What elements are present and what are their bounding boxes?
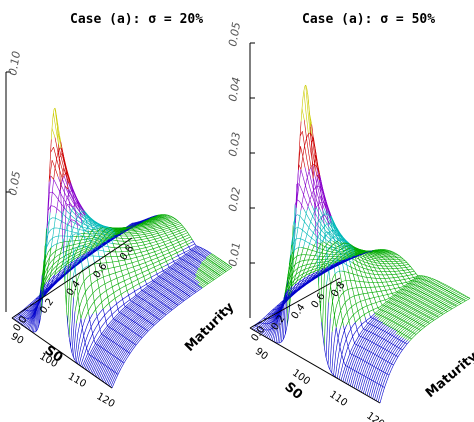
mesh-line-s	[52, 269, 57, 274]
mesh-line-s	[27, 317, 32, 324]
mesh-line-s	[35, 295, 40, 299]
mesh-line-s	[28, 321, 33, 330]
mesh-line-s	[24, 322, 29, 328]
right-chart-title: Case (a): σ = 50%	[302, 12, 436, 27]
mesh-line-s	[29, 313, 33, 319]
mesh-line-s	[13, 316, 17, 320]
mesh-line-s	[84, 251, 88, 254]
mesh-line-s	[26, 318, 30, 323]
mesh-line-s	[23, 322, 27, 327]
mesh-line-s	[35, 298, 40, 302]
mesh-line-s	[90, 245, 94, 247]
mesh-line-s	[81, 249, 85, 252]
mesh-line-s	[48, 271, 52, 276]
mesh-line-s	[46, 268, 51, 275]
mesh-line-s	[57, 268, 61, 273]
mesh-line-s	[55, 267, 60, 271]
mesh-line-s	[18, 320, 23, 324]
mesh-line-s	[28, 307, 32, 312]
mesh-line-s	[30, 309, 35, 315]
mesh-line-s	[128, 222, 133, 226]
mesh-line-s	[26, 310, 30, 315]
mesh-line-s	[19, 312, 23, 315]
mesh-line-s	[55, 259, 60, 263]
mesh-line-s	[27, 322, 31, 330]
mesh-line-s	[17, 315, 22, 319]
mesh-line-s	[29, 301, 34, 305]
mesh-line-s	[26, 307, 31, 311]
mesh-line-s	[52, 261, 57, 266]
mesh-line-s	[45, 275, 49, 282]
mesh-line-s	[57, 262, 61, 266]
mesh-line-s	[75, 251, 79, 254]
mesh-line-s	[32, 298, 37, 302]
mesh-line-s	[35, 300, 39, 305]
mesh-line-s	[16, 314, 20, 318]
mesh-line-s	[69, 254, 73, 258]
mesh-line-s	[20, 316, 24, 320]
mesh-line-s	[78, 254, 82, 257]
mesh-line-s	[31, 301, 35, 305]
mesh-line-s	[30, 311, 35, 318]
mesh-line-s	[32, 310, 36, 317]
mesh-line-s	[27, 313, 32, 319]
mesh-line-s	[32, 304, 36, 308]
mesh-line-s	[60, 266, 64, 270]
mesh-line-s	[34, 298, 38, 302]
mesh-line-s	[49, 273, 54, 278]
mesh-line-s	[26, 303, 31, 307]
mesh-line-s	[30, 314, 34, 323]
mesh-line-s	[19, 316, 23, 319]
mesh-line-s	[20, 312, 25, 316]
mesh-line-s	[30, 307, 35, 312]
mesh-line-s	[76, 253, 81, 256]
mesh-line-s	[24, 318, 29, 323]
mesh-line-s	[22, 309, 26, 313]
mesh-line-s	[58, 264, 63, 268]
mesh-line-s	[29, 307, 33, 312]
mesh-line-s	[20, 321, 24, 325]
mesh-line-s	[26, 314, 30, 319]
mesh-line-s	[51, 267, 55, 272]
mesh-line-s	[33, 311, 37, 333]
mesh-line-s	[26, 322, 30, 329]
mesh-line-s	[54, 271, 58, 276]
left-chart-title: Case (a): σ = 20%	[70, 12, 204, 27]
mesh-line-s	[64, 260, 69, 263]
mesh-line-s	[30, 318, 34, 331]
mesh-line-s	[24, 314, 29, 319]
mesh-line-s	[78, 250, 82, 253]
mesh-line-s	[23, 313, 27, 318]
mesh-line-s	[60, 260, 64, 263]
mesh-line-s	[23, 317, 27, 322]
mesh-line-s	[49, 264, 54, 270]
mesh-line-s	[22, 313, 26, 317]
mesh-line-s	[48, 278, 52, 283]
mesh-line-s	[29, 310, 33, 315]
surface-mesh	[11, 107, 233, 389]
mesh-line-s	[16, 318, 20, 322]
mesh-line-s	[25, 310, 29, 314]
mesh-line-s	[31, 304, 35, 308]
mesh-line-s	[34, 305, 39, 333]
mesh-line-s	[27, 310, 32, 315]
mesh-line-s	[31, 315, 36, 332]
mesh-line-s	[14, 317, 19, 321]
mesh-line-s	[73, 255, 78, 258]
mesh-line-s	[54, 264, 58, 269]
mesh-line-s	[31, 312, 36, 322]
mesh-line-s	[29, 316, 33, 324]
mesh-line-s	[17, 319, 21, 323]
mesh-line-s	[32, 306, 36, 311]
mesh-line-s	[21, 321, 26, 326]
mesh-line-s	[21, 317, 26, 321]
mesh-line-s	[23, 310, 28, 314]
mesh-line-s	[23, 306, 28, 310]
mesh-line-s	[61, 262, 66, 266]
